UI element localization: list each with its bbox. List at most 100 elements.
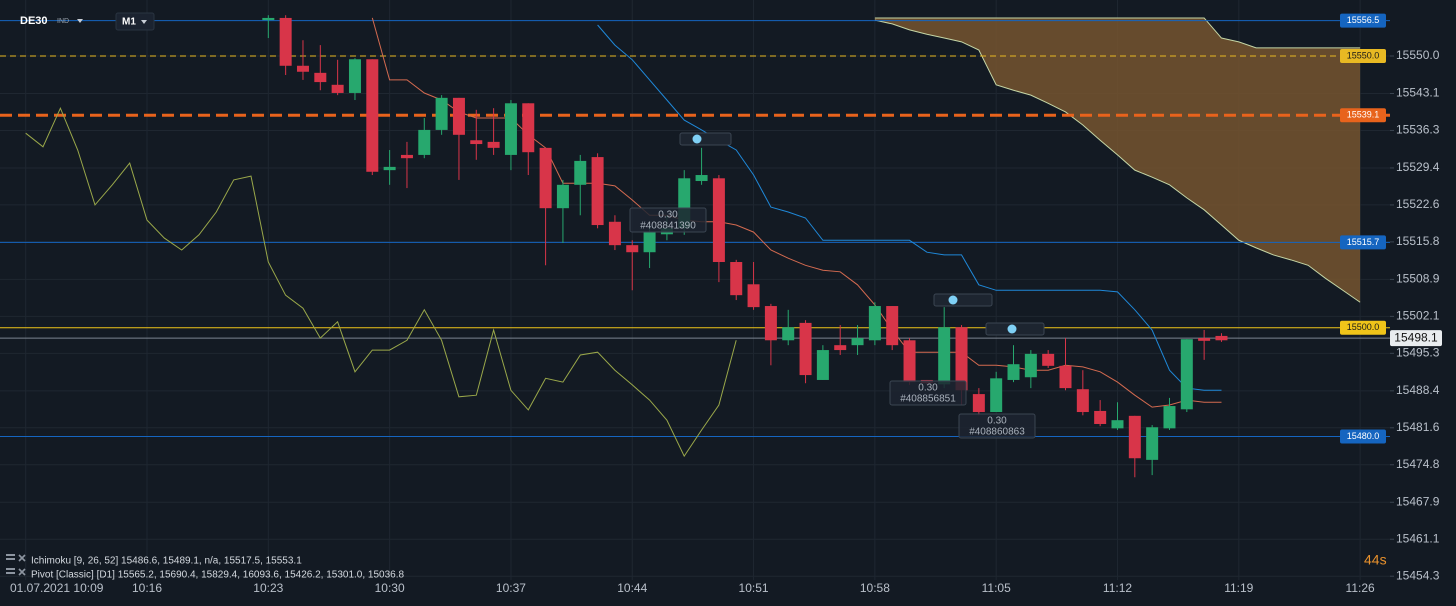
candle-body xyxy=(452,97,465,135)
candle-body xyxy=(1076,389,1089,413)
y-tick-label: 15454.3 xyxy=(1396,568,1440,582)
candle-body xyxy=(799,322,812,376)
y-tick-label: 15529.4 xyxy=(1396,160,1440,174)
y-tick-label: 15461.1 xyxy=(1396,531,1440,545)
candle-body xyxy=(1128,415,1141,459)
candle-timer: 44s xyxy=(1364,552,1387,568)
candle-body xyxy=(539,147,552,209)
trades-layer: 0.30#4088413900.30#4088568510.30#4088608… xyxy=(629,132,1045,439)
price-axis-bg xyxy=(1390,0,1456,606)
candle-body xyxy=(972,394,985,413)
timeframe[interactable]: M1 xyxy=(122,17,136,28)
candle-body xyxy=(366,59,379,172)
x-tick-label: 10:16 xyxy=(132,581,162,595)
y-tick-label: 15543.1 xyxy=(1396,86,1440,100)
x-tick-label: 01.07.2021 10:09 xyxy=(10,581,104,595)
cloud-edge xyxy=(874,17,1361,49)
ichimoku-cloud xyxy=(874,17,1361,303)
indicator-icons[interactable] xyxy=(6,554,26,576)
candle-body xyxy=(1024,353,1037,378)
level-tag-label: 15515.7 xyxy=(1347,237,1380,247)
candle-body xyxy=(522,103,535,153)
candle-body xyxy=(1198,338,1211,341)
candle-body xyxy=(1094,410,1107,424)
level-tag-label: 15550.0 xyxy=(1347,50,1380,60)
x-tick-label: 11:19 xyxy=(1224,581,1253,595)
candle-body xyxy=(418,129,431,155)
candle-body xyxy=(1042,353,1055,366)
y-tick-label: 15495.3 xyxy=(1396,345,1440,359)
candle-body xyxy=(574,160,587,185)
x-tick-label: 10:37 xyxy=(496,581,526,595)
candle-body xyxy=(730,262,743,296)
order-box xyxy=(933,293,993,307)
symbol[interactable]: DE30 xyxy=(20,15,48,27)
symbol-kind: IND xyxy=(57,18,69,25)
x-tick-label: 11:05 xyxy=(982,581,1011,595)
y-tick-label: 15536.3 xyxy=(1396,123,1440,137)
level-tag-label: 15480.0 xyxy=(1347,431,1380,441)
candle-body xyxy=(400,154,413,159)
dropdown-arrow[interactable] xyxy=(77,19,83,23)
candle-body xyxy=(1215,335,1228,341)
candle-body xyxy=(626,245,639,253)
candle-body xyxy=(1146,427,1159,460)
x-tick-label: 11:12 xyxy=(1103,581,1132,595)
level-tag xyxy=(1340,108,1386,123)
candle-body xyxy=(695,175,708,182)
candle-body xyxy=(1111,420,1124,429)
x-tick-label: 10:58 xyxy=(860,581,890,595)
candle-body xyxy=(990,378,1003,413)
candle-body xyxy=(712,178,725,263)
y-tick-label: 15508.9 xyxy=(1396,272,1440,286)
candle-body xyxy=(903,340,916,383)
level-tag-label: 15539.1 xyxy=(1347,110,1380,120)
indicator-line xyxy=(597,24,1222,391)
y-tick-label: 15522.6 xyxy=(1396,197,1440,211)
current-price-tag xyxy=(1390,330,1442,347)
x-tick-label: 11:26 xyxy=(1346,581,1375,595)
trade-box xyxy=(629,207,707,233)
level-tag xyxy=(1340,235,1386,250)
candle-body xyxy=(1007,364,1020,380)
x-tick-label: 10:30 xyxy=(375,581,405,595)
order-marker[interactable] xyxy=(692,134,702,144)
y-tick-label: 15515.8 xyxy=(1396,234,1440,248)
candle-body xyxy=(435,97,448,130)
level-tag-label: 15500.0 xyxy=(1347,322,1380,332)
candle-body xyxy=(314,72,327,83)
candle-body xyxy=(556,184,569,209)
levels-layer: 15556.5 15550.0 15539.1 15515.7 15500.0 15480… xyxy=(0,13,1390,444)
candle-body xyxy=(296,65,309,72)
candle-body xyxy=(331,84,344,93)
dropdown-arrow[interactable] xyxy=(141,20,147,24)
trade-id: #408856851 xyxy=(900,394,956,405)
timeframe-box[interactable] xyxy=(115,12,155,31)
x-tick-label: 10:23 xyxy=(253,581,283,595)
candle-body xyxy=(262,17,275,21)
candle-body xyxy=(747,284,760,308)
level-tag xyxy=(1340,320,1386,335)
order-marker[interactable] xyxy=(948,295,958,305)
y-tick-label: 15502.1 xyxy=(1396,309,1440,323)
axis-layer: 15550.0 15543.1 15536.3 15529.4 15522.6 15515… xyxy=(10,48,1442,595)
y-tick-label: 15474.8 xyxy=(1396,457,1440,471)
candle-body xyxy=(470,140,483,145)
level-tag xyxy=(1340,429,1386,444)
trade-volume: 0.30 xyxy=(658,210,678,221)
y-tick-label: 15481.6 xyxy=(1396,420,1440,434)
candle-body xyxy=(938,327,951,385)
trade-volume: 0.30 xyxy=(987,416,1007,427)
level-tag-label: 15556.5 xyxy=(1347,15,1380,25)
order-marker[interactable] xyxy=(1007,324,1017,334)
y-tick-label: 15467.9 xyxy=(1396,494,1440,508)
trade-box xyxy=(958,413,1036,439)
candle-body xyxy=(348,59,361,93)
indicator-legend: Pivot [Classic] [D1] 15565.2, 15690.4, 1… xyxy=(31,570,405,581)
candle-body xyxy=(1180,339,1193,410)
current-price-label: 15498.1 xyxy=(1394,330,1438,344)
candle-body xyxy=(487,141,500,148)
candle-body xyxy=(504,103,517,155)
